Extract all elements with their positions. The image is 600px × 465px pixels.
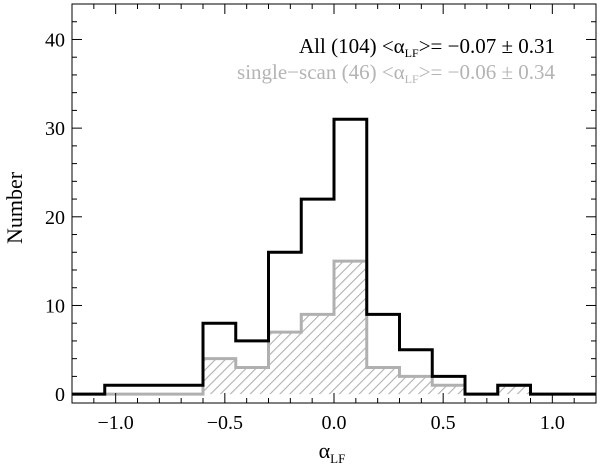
axes [71,3,597,404]
x-tick-label: 1.0 [540,412,565,434]
single-scan-bar-10 [399,376,433,395]
y-tick-label: 40 [45,29,65,51]
y-tick-label: 0 [55,384,65,406]
legend-all-label: All (104) <αLF>= −0.07 ± 0.31 [299,34,555,60]
x-tick-label: 0.0 [322,412,347,434]
legend: All (104) <αLF>= −0.07 ± 0.31single−scan… [237,34,555,86]
single-scan-bar-4 [203,358,236,395]
single-scan-bar-11 [432,385,465,395]
x-tick-label: 0.5 [431,412,456,434]
x-tick-label: −0.5 [207,412,243,434]
x-tick-label: −1.0 [98,412,134,434]
y-tick-label: 30 [45,118,65,140]
single-scan-bar-13 [497,385,531,395]
all-outline [72,117,596,396]
single-scan-bar-7 [301,314,334,395]
y-axis-label: Number [2,171,27,244]
single-scan-bar-5 [235,367,269,395]
y-tick-label: 20 [45,207,65,229]
tick-labels: −1.0 −0.5 0.0 0.5 1.0 0 10 20 30 40 [45,29,565,434]
all-series [72,117,596,396]
single-scan-bar-9 [366,367,400,395]
y-tick-label: 10 [45,295,65,317]
single-scan-bar-8 [334,261,367,395]
single-scan-bar-6 [268,332,302,395]
single-scan-series [72,259,596,396]
legend-single-scan-label: single−scan (46) <αLF>= −0.06 ± 0.34 [237,60,555,86]
x-axis-label: αLF [319,438,346,465]
